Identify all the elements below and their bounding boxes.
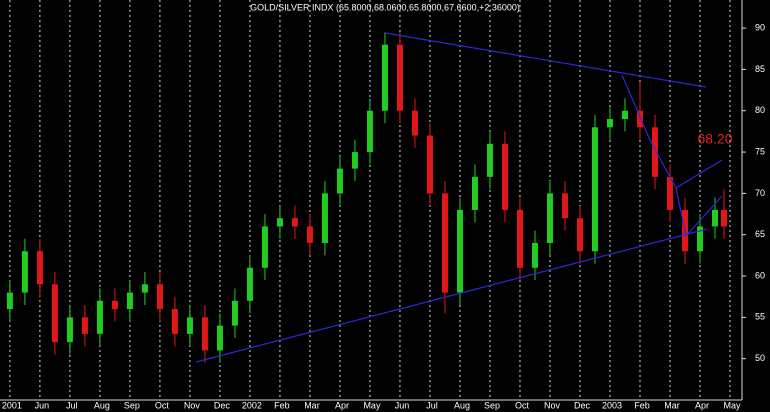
candle-body [471, 176, 478, 210]
x-tick-label: 2003 [602, 400, 622, 410]
candle-body [261, 226, 268, 268]
candle-body [111, 300, 118, 310]
trend-line [195, 228, 708, 363]
candle-body [66, 317, 73, 343]
y-tick-label: 70 [755, 188, 765, 198]
candle-body [591, 127, 598, 252]
annotation: 68.20 [697, 131, 732, 147]
candle-body [441, 193, 448, 293]
x-tick-label: Aug [454, 400, 470, 410]
x-tick-label: Jul [426, 400, 438, 410]
x-tick-label: Oct [155, 400, 170, 410]
x-tick-label: Jul [66, 400, 78, 410]
candle-body [546, 193, 553, 243]
x-tick-label: Mar [664, 400, 680, 410]
candle-body [201, 317, 208, 351]
candle-body [276, 218, 283, 227]
x-tick-label: Jun [395, 400, 410, 410]
x-tick-label: 2002 [242, 400, 262, 410]
x-tick-label: Jun [35, 400, 50, 410]
trend-line [675, 187, 723, 238]
candle-body [711, 209, 718, 227]
x-tick-label: Apr [695, 400, 709, 410]
x-tick-label: Apr [335, 400, 349, 410]
candle-body [246, 267, 253, 301]
x-tick-label: Mar [304, 400, 320, 410]
trend-lines [195, 32, 723, 363]
candle-body [216, 325, 223, 351]
candle-body [51, 284, 58, 343]
y-tick-label: 85 [755, 64, 765, 74]
candle-body [291, 218, 298, 227]
x-tick-label: Dec [214, 400, 231, 410]
candle-body [306, 226, 313, 243]
y-tick-label: 75 [755, 146, 765, 156]
candle-body [126, 292, 133, 310]
x-tick-label: May [723, 400, 741, 410]
trend-line [384, 32, 707, 88]
y-tick-label: 90 [755, 22, 765, 32]
candle-body [96, 300, 103, 334]
candle-body [231, 300, 238, 326]
candle-body [156, 284, 163, 310]
candle-body [531, 242, 538, 268]
x-tick-label: Feb [274, 400, 290, 410]
y-tick-label: 80 [755, 105, 765, 115]
candle-body [666, 176, 673, 210]
y-tick-label: 60 [755, 270, 765, 280]
candle-body [720, 209, 727, 227]
candle-body [141, 284, 148, 293]
candle-body [576, 218, 583, 252]
candle-body [351, 152, 358, 169]
candle-body [6, 292, 13, 310]
x-tick-label: Sep [124, 400, 140, 410]
candle-body [651, 127, 658, 177]
y-tick-label: 65 [755, 229, 765, 239]
candle-body [366, 110, 373, 153]
x-tick-label: May [363, 400, 381, 410]
chart-title: GOLD/SILVER INDX (65.8000,68.0600,65.800… [250, 2, 520, 12]
candle-body [336, 168, 343, 194]
x-tick-label: Feb [634, 400, 650, 410]
candle-body [81, 317, 88, 334]
x-tick-label: Nov [544, 400, 561, 410]
candle-body [621, 110, 628, 120]
candle-body [381, 44, 388, 111]
candle-body [696, 226, 703, 252]
candle-body [171, 309, 178, 334]
candle-body [426, 135, 433, 194]
candle-body [606, 119, 613, 128]
candle-body [396, 44, 403, 111]
x-tick-label: 2001 [2, 400, 22, 410]
candle-body [561, 193, 568, 219]
candle-body [186, 317, 193, 334]
candle-body [501, 143, 508, 210]
candle-body [21, 251, 28, 293]
candle-body [516, 209, 523, 268]
candle-body [36, 251, 43, 285]
x-tick-label: Dec [574, 400, 591, 410]
trend-line [621, 74, 723, 189]
x-tick-label: Aug [94, 400, 110, 410]
candle-body [636, 110, 643, 128]
candle-body [486, 143, 493, 177]
y-tick-label: 55 [755, 312, 765, 322]
candle-body [411, 110, 418, 136]
y-tick-label: 50 [755, 353, 765, 363]
x-tick-label: Sep [484, 400, 500, 410]
candle-body [456, 209, 463, 293]
x-tick-label: Oct [515, 400, 530, 410]
x-tick-label: Nov [184, 400, 201, 410]
candle-body [321, 193, 328, 243]
